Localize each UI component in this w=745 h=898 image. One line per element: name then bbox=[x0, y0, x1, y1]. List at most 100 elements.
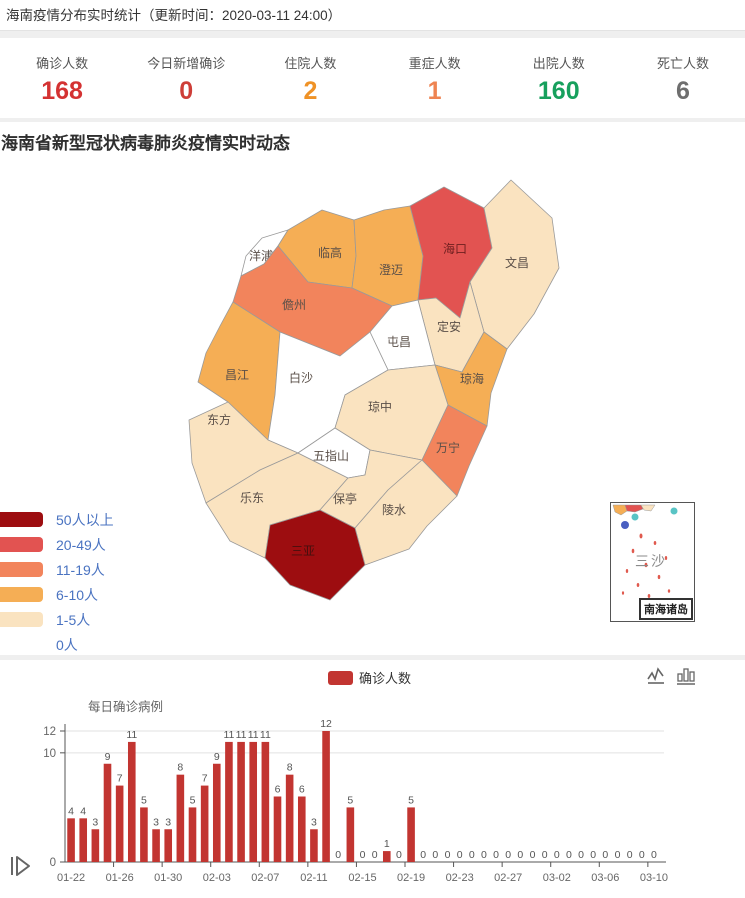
svg-text:11: 11 bbox=[126, 729, 137, 741]
svg-text:8: 8 bbox=[287, 762, 293, 774]
sansha-islands-decoration bbox=[612, 504, 678, 609]
stat-deaths: 死亡人数 6 bbox=[621, 38, 745, 118]
svg-text:0: 0 bbox=[432, 849, 438, 861]
svg-text:0: 0 bbox=[578, 849, 584, 861]
svg-text:0: 0 bbox=[396, 849, 402, 861]
chart-panel: 0 10 12 01-22 01-26 01-30 02-03 02-07 02-11 02-15… bbox=[0, 660, 745, 898]
stat-value: 1 bbox=[427, 77, 442, 105]
svg-text:5: 5 bbox=[347, 794, 353, 806]
svg-text:02-03: 02-03 bbox=[203, 872, 231, 884]
map-region-sanya[interactable] bbox=[264, 509, 366, 601]
map-region-label-tunchang: 屯昌 bbox=[387, 335, 411, 349]
bar-02-09 bbox=[285, 774, 294, 862]
bar-02-12 bbox=[322, 731, 330, 862]
svg-text:5: 5 bbox=[141, 794, 147, 806]
svg-text:3: 3 bbox=[153, 816, 159, 828]
svg-text:9: 9 bbox=[105, 751, 111, 763]
chart-title: 每日确诊病例 bbox=[88, 700, 164, 714]
stats-bar: 确诊人数 168 今日新增确诊 0 住院人数 2 重症人数 1 出院人数 160… bbox=[0, 38, 745, 118]
map-region-label-lingao: 临高 bbox=[318, 245, 342, 260]
svg-text:11: 11 bbox=[223, 729, 234, 741]
svg-text:7: 7 bbox=[202, 773, 208, 785]
bar-02-04 bbox=[225, 741, 233, 862]
legend-swatch bbox=[0, 612, 43, 627]
svg-text:5: 5 bbox=[190, 794, 196, 806]
bar-02-07 bbox=[261, 741, 270, 862]
svg-text:0: 0 bbox=[445, 849, 451, 861]
svg-text:0: 0 bbox=[627, 849, 633, 861]
svg-text:0: 0 bbox=[542, 849, 548, 861]
south-china-sea-islands-label: 南海诸岛 bbox=[639, 598, 693, 620]
svg-text:0: 0 bbox=[554, 849, 560, 861]
svg-text:02-23: 02-23 bbox=[446, 872, 474, 884]
svg-text:02-15: 02-15 bbox=[348, 872, 376, 884]
stat-discharged: 出院人数 160 bbox=[497, 38, 621, 118]
map-region-label-baoting: 保亭 bbox=[333, 491, 357, 506]
svg-text:0: 0 bbox=[639, 849, 645, 861]
map-region-wanning[interactable] bbox=[421, 404, 488, 497]
switch-to-line-chart-icon[interactable] bbox=[645, 666, 667, 688]
svg-text:0: 0 bbox=[372, 849, 378, 861]
svg-text:11: 11 bbox=[236, 729, 247, 741]
map-region-label-dongfang: 东方 bbox=[207, 412, 231, 427]
bar-02-02 bbox=[200, 785, 209, 862]
stat-hospitalized: 住院人数 2 bbox=[248, 38, 372, 118]
series-legend-confirmed[interactable]: 确诊人数 bbox=[328, 668, 411, 687]
bar-02-06 bbox=[249, 741, 258, 862]
map-region-label-yangpu: 洋浦 bbox=[249, 248, 273, 263]
bar-01-26 bbox=[115, 785, 124, 862]
switch-to-bar-chart-icon[interactable] bbox=[675, 666, 697, 688]
map-region-label-baisha: 白沙 bbox=[289, 370, 313, 385]
legend-swatch bbox=[0, 537, 43, 552]
bar-02-08 bbox=[273, 796, 282, 862]
svg-text:10: 10 bbox=[43, 748, 56, 760]
legend-item-1-5[interactable]: 1-5人 bbox=[0, 607, 114, 632]
stat-value: 0 bbox=[179, 77, 194, 105]
legend-item-50plus[interactable]: 50人以上 bbox=[0, 507, 114, 532]
stat-value: 168 bbox=[41, 77, 83, 105]
map-region-label-changjiang: 昌江 bbox=[225, 368, 249, 382]
map-region-label-dingan: 定安 bbox=[437, 319, 461, 334]
play-timeline-icon[interactable] bbox=[6, 852, 34, 880]
svg-text:0: 0 bbox=[505, 849, 511, 861]
svg-text:6: 6 bbox=[275, 784, 281, 796]
legend-swatch bbox=[0, 562, 43, 577]
map-region-label-qiongzhong: 琼中 bbox=[368, 399, 392, 414]
svg-text:0: 0 bbox=[360, 849, 366, 861]
svg-text:02-27: 02-27 bbox=[494, 872, 522, 884]
stat-new-today: 今日新增确诊 0 bbox=[124, 38, 248, 118]
bar-02-19 bbox=[407, 807, 415, 862]
map-region-chengmai[interactable] bbox=[351, 205, 424, 307]
svg-text:0: 0 bbox=[590, 849, 596, 861]
legend-swatch bbox=[0, 587, 43, 602]
svg-text:0: 0 bbox=[566, 849, 572, 861]
svg-text:8: 8 bbox=[177, 762, 183, 774]
bar-01-27 bbox=[127, 741, 136, 862]
bar-02-05 bbox=[237, 741, 245, 862]
legend-item-6-10[interactable]: 6-10人 bbox=[0, 582, 114, 607]
svg-text:03-02: 03-02 bbox=[543, 872, 571, 884]
map-region-label-sanya: 三亚 bbox=[291, 544, 315, 558]
map-region-wenchang[interactable] bbox=[469, 179, 560, 350]
svg-text:11: 11 bbox=[248, 729, 259, 741]
legend-item-0[interactable]: 0人 bbox=[0, 632, 114, 657]
sansha-inset-map: 三沙 南海诸岛 bbox=[610, 502, 695, 622]
svg-text:0: 0 bbox=[457, 849, 463, 861]
bar-01-22 bbox=[67, 818, 75, 862]
stat-value: 2 bbox=[303, 77, 318, 105]
svg-text:6: 6 bbox=[299, 784, 305, 796]
stat-value: 160 bbox=[537, 77, 580, 105]
bar-02-10 bbox=[297, 796, 306, 862]
map-region-label-lingshui: 陵水 bbox=[382, 503, 406, 517]
svg-text:0: 0 bbox=[469, 849, 475, 861]
legend-item-20-49[interactable]: 20-49人 bbox=[0, 532, 114, 557]
map-region-label-wanning: 万宁 bbox=[436, 440, 460, 455]
page-title: 海南疫情分布实时统计（更新时间：2020-03-11 24:00） bbox=[6, 8, 342, 23]
svg-text:0: 0 bbox=[493, 849, 499, 861]
svg-text:3: 3 bbox=[311, 816, 317, 828]
legend-item-11-19[interactable]: 11-19人 bbox=[0, 557, 114, 582]
map-panel: 海南省新型冠状病毒肺炎疫情实时动态 洋浦 临高 澄迈 海口 文昌 儋州 定安 屯昌 琼海 昌江 白沙… bbox=[0, 122, 745, 655]
svg-text:12: 12 bbox=[43, 726, 56, 738]
